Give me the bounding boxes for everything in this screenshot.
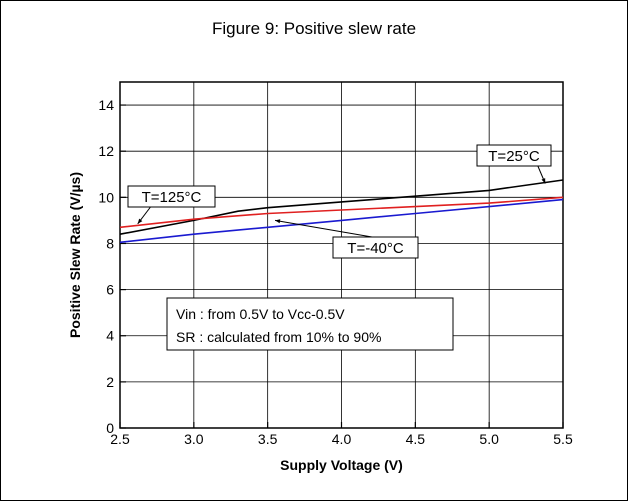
callout-arrowhead (137, 218, 143, 224)
x-axis-label: Supply Voltage (V) (280, 457, 403, 473)
conditions-note-line-2: SR : calculated from 10% to 90% (176, 329, 381, 345)
conditions-note: Vin : from 0.5V to Vcc-0.5V SR : calcula… (166, 297, 454, 351)
conditions-note-box (166, 297, 454, 351)
axis-ticks: 2.5 3.0 3.5 4.0 4.5 5.0 5.5 0 2 4 6 8 10 12 14 (98, 97, 573, 447)
series-label-2: T=-40°C (347, 240, 404, 257)
x-tick-label: 4.5 (406, 431, 426, 447)
y-tick-label: 14 (98, 97, 114, 113)
x-tick-label: 5.0 (479, 431, 499, 447)
x-tick-label: 2.5 (110, 431, 130, 447)
series-line-1 (119, 196, 564, 229)
y-tick-label: 0 (106, 420, 114, 436)
y-tick-label: 2 (106, 374, 114, 390)
y-tick-label: 8 (106, 235, 114, 251)
callout-box (476, 144, 552, 167)
y-tick-label: 10 (98, 189, 114, 205)
callout-arrowhead (541, 178, 546, 184)
series-callouts: T=25°C T=125°C T=-40°C (127, 144, 552, 259)
y-axis-label: Positive Slew Rate (V/µs) (67, 172, 83, 338)
x-tick-label: 4.0 (332, 431, 352, 447)
y-tick-label: 12 (98, 143, 114, 159)
x-tick-label: 3.0 (184, 431, 204, 447)
chart-title: Figure 9: Positive slew rate (211, 19, 417, 38)
callout-box (332, 236, 419, 259)
y-tick-label: 4 (106, 328, 114, 344)
x-tick-label: 5.5 (553, 431, 573, 447)
callout-arrowhead (275, 219, 281, 224)
callout-arrow (274, 219, 373, 238)
series-line-2 (119, 198, 564, 244)
y-tick-label: 6 (106, 282, 114, 298)
callout-box (127, 185, 216, 208)
series-label-1: T=125°C (142, 189, 202, 206)
x-tick-label: 3.5 (258, 431, 278, 447)
conditions-note-line-1: Vin : from 0.5V to Vcc-0.5V (176, 306, 345, 322)
series-label-0: T=25°C (488, 148, 540, 165)
series-lines (119, 179, 564, 244)
